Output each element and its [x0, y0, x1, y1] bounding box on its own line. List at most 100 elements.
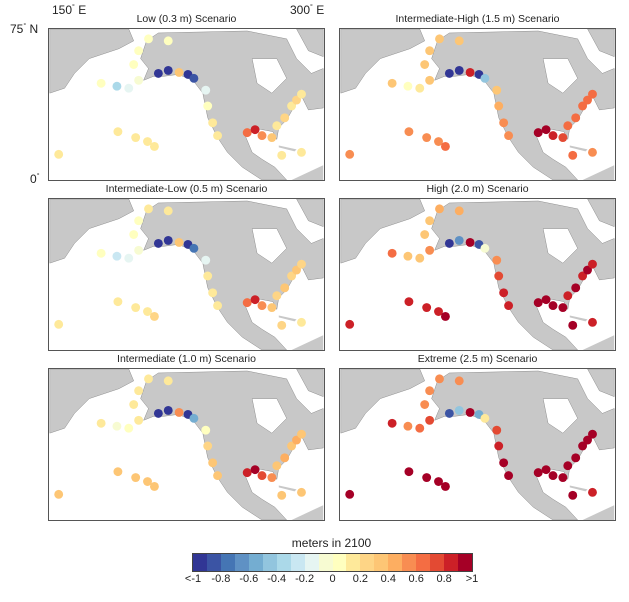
south-america-land	[582, 335, 615, 350]
tide-gauge-site	[129, 230, 139, 239]
tide-gauge-site	[492, 85, 502, 95]
tide-gauge-site	[112, 251, 122, 261]
colorbar-bin	[234, 554, 249, 571]
tide-gauge-site	[504, 471, 514, 481]
tide-gauge-site	[189, 243, 199, 253]
tide-gauge-site	[533, 468, 543, 478]
tide-gauge-site	[454, 36, 464, 46]
colorbar-bin	[290, 554, 305, 571]
panel-title: High (2.0 m) Scenario	[426, 183, 529, 195]
tide-gauge-site	[345, 149, 355, 159]
tide-gauge-site	[297, 429, 306, 439]
tide-gauge-site	[415, 83, 425, 93]
tide-gauge-site	[387, 418, 397, 428]
tide-gauge-site	[571, 283, 581, 293]
tide-gauge-site	[571, 453, 581, 463]
tide-gauge-site	[420, 400, 430, 409]
tide-gauge-site	[280, 113, 290, 123]
tide-gauge-site	[568, 320, 578, 330]
lon-label-left: 150° E	[52, 3, 87, 17]
tide-gauge-site	[454, 406, 464, 415]
tide-gauge-site	[143, 477, 152, 486]
tide-gauge-site	[588, 429, 597, 439]
colorbar-tick-label: -0.6	[239, 573, 259, 585]
tide-gauge-site	[297, 317, 306, 327]
tide-gauge-site	[578, 441, 588, 451]
tide-gauge-site	[201, 85, 211, 95]
tide-gauge-site	[568, 490, 578, 500]
cuba-land	[569, 315, 588, 322]
tide-gauge-site	[54, 149, 64, 159]
tide-gauge-site	[153, 408, 163, 418]
tide-gauge-site	[124, 423, 134, 433]
tide-gauge-site	[149, 312, 159, 321]
tide-gauge-site	[387, 248, 397, 258]
tide-gauge-site	[208, 458, 218, 468]
tide-gauge-site	[174, 67, 184, 77]
tide-gauge-site	[563, 121, 573, 131]
tide-gauge-site	[444, 68, 454, 78]
colorbar-bin	[416, 554, 431, 571]
tide-gauge-site	[541, 465, 551, 475]
tide-gauge-site	[280, 283, 290, 293]
tide-gauge-site	[277, 320, 287, 330]
tide-gauge-site	[588, 147, 597, 157]
panel-title: Intermediate (1.0 m) Scenario	[117, 353, 256, 365]
colorbar-tick-label: -0.4	[267, 573, 287, 585]
tide-gauge-site	[242, 298, 252, 308]
greenland-land	[587, 369, 615, 397]
tide-gauge-site	[499, 458, 509, 468]
tide-gauge-site	[297, 259, 306, 269]
asia-land	[340, 369, 425, 434]
asia-land	[340, 199, 425, 264]
tide-gauge-site	[250, 465, 260, 475]
tide-gauge-site	[465, 407, 475, 417]
colorbar-title: meters in 2100	[291, 536, 372, 550]
south-america-land	[582, 505, 615, 520]
tide-gauge-site	[272, 121, 282, 131]
tide-gauge-site	[494, 441, 504, 451]
tide-gauge-site	[465, 67, 475, 77]
tide-gauge-site	[213, 131, 223, 141]
south-america-land	[291, 505, 324, 520]
hudson-bay	[542, 398, 578, 434]
colorbar-bin	[360, 554, 375, 571]
hudson-bay	[542, 58, 578, 94]
lon-label-right: 300° E	[290, 3, 325, 17]
tide-gauge-site	[134, 386, 144, 396]
tide-gauge-site	[444, 238, 454, 248]
tide-gauge-site	[504, 131, 514, 141]
tide-gauge-site	[588, 89, 597, 99]
panel-title: Extreme (2.5 m) Scenario	[417, 353, 538, 365]
scenario-map	[339, 28, 616, 181]
tide-gauge-site	[201, 255, 211, 265]
colorbar-bin	[276, 554, 291, 571]
tide-gauge-site	[558, 133, 568, 143]
colorbar-tick-label: 0.8	[436, 573, 452, 585]
scenario-map	[339, 368, 616, 521]
tide-gauge-site	[404, 127, 414, 137]
tide-gauge-site	[563, 461, 573, 471]
tide-gauge-site	[153, 238, 163, 248]
colorbar-bin	[332, 554, 347, 571]
colorbar-bin	[430, 554, 445, 571]
tide-gauge-site	[435, 34, 444, 44]
tide-gauge-site	[267, 303, 277, 313]
hudson-bay	[542, 228, 578, 264]
tide-gauge-site	[444, 408, 454, 418]
asia-land	[49, 29, 134, 94]
tide-gauge-site	[163, 36, 173, 46]
tide-gauge-site	[297, 487, 306, 497]
tide-gauge-site	[425, 75, 435, 85]
tide-gauge-site	[124, 253, 134, 263]
scenario-map	[48, 368, 325, 521]
colorbar-bin	[193, 554, 207, 571]
tide-gauge-site	[96, 418, 106, 428]
tide-gauge-site	[415, 253, 425, 263]
tide-gauge-site	[403, 251, 413, 261]
tide-gauge-site	[404, 297, 414, 307]
tide-gauge-site	[420, 60, 430, 69]
tide-gauge-site	[134, 46, 144, 56]
colorbar-bin	[304, 554, 319, 571]
tide-gauge-site	[415, 423, 425, 433]
